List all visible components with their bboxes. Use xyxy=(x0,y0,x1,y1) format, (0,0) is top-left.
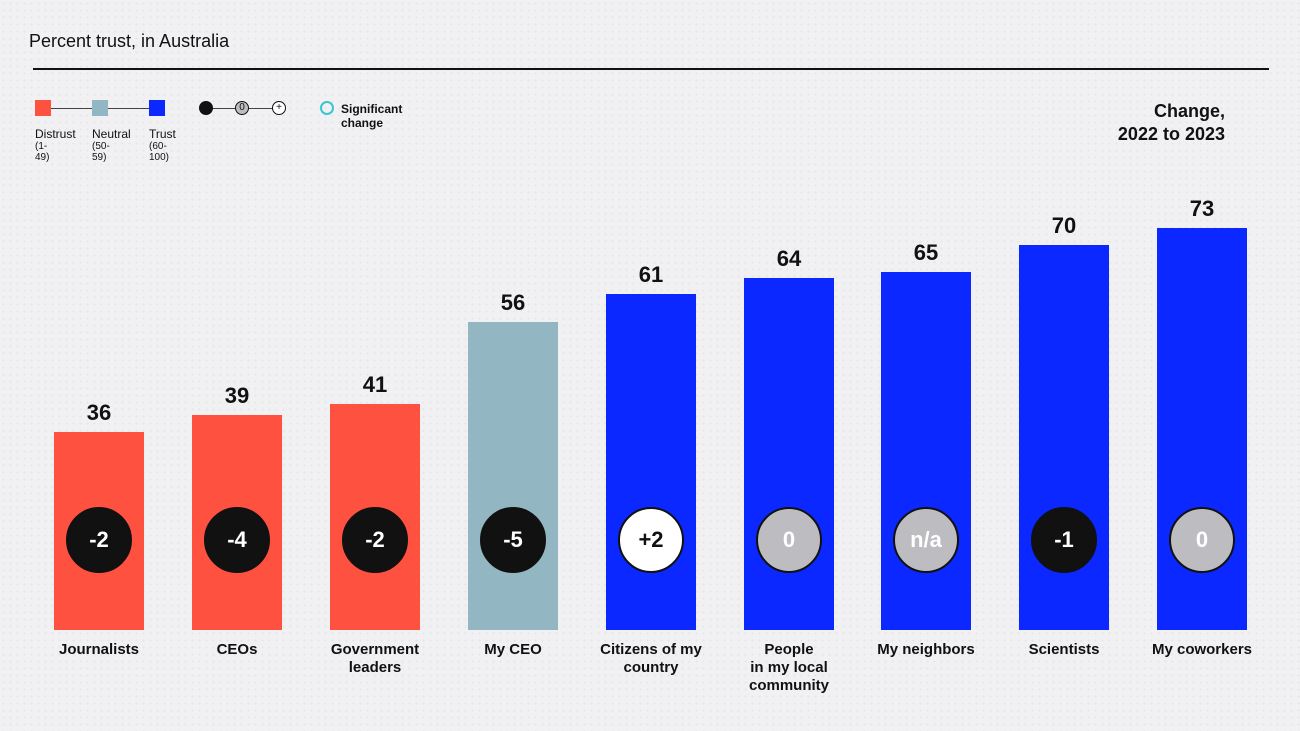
bar-people-in-my-local-community xyxy=(744,278,834,630)
category-label: My neighbors xyxy=(877,641,975,658)
bar-value-label: 73 xyxy=(1189,196,1215,221)
bar-value-label: 65 xyxy=(913,240,939,265)
legend-neutral-label: Neutral xyxy=(92,127,131,141)
bar-value-label: 64 xyxy=(776,246,802,271)
legend-distrust-swatch xyxy=(35,100,51,116)
change-badge: 0 xyxy=(1169,507,1235,573)
change-badge: -5 xyxy=(480,507,546,573)
category-label: My coworkers xyxy=(1151,641,1253,658)
legend-trust-range: (60-100) xyxy=(149,141,170,163)
bar-value-label: 36 xyxy=(86,400,112,425)
change-badge: -2 xyxy=(66,507,132,573)
legend-distrust-range: (1-49) xyxy=(35,141,50,163)
legend-trust-label: Trust xyxy=(149,127,176,141)
bar-value-label: 41 xyxy=(362,372,388,397)
legend-zero-dot: 0 xyxy=(235,101,249,115)
legend-connector xyxy=(108,108,149,109)
change-badge: -1 xyxy=(1031,507,1097,573)
significant-change-ring-icon xyxy=(320,101,334,115)
bar-my-ceo xyxy=(468,322,558,630)
legend-trust-swatch xyxy=(149,100,165,116)
change-header: Change, 2022 to 2023 xyxy=(1118,100,1225,146)
bar-value-label: 70 xyxy=(1051,213,1077,238)
category-label: My CEO xyxy=(484,641,542,658)
change-header-line1: Change, xyxy=(1153,101,1225,121)
change-badge: +2 xyxy=(618,507,684,573)
category-label: Journalists xyxy=(58,641,140,658)
bar-citizens-of-my-country xyxy=(606,294,696,630)
legend-negative-dot xyxy=(199,101,213,115)
title-divider xyxy=(33,68,1269,70)
category-label: Citizens of my country xyxy=(600,641,702,676)
bar-value-label: 39 xyxy=(224,383,250,408)
category-label: Scientists xyxy=(1028,641,1100,658)
category-label: CEOs xyxy=(216,641,258,658)
bar-value-label: 61 xyxy=(638,262,664,287)
legend-neutral-range: (50-59) xyxy=(92,141,110,163)
legend-connector xyxy=(51,108,92,109)
change-badge: n/a xyxy=(893,507,959,573)
category-label: Government leaders xyxy=(330,641,420,676)
change-badge: 0 xyxy=(756,507,822,573)
bar-value-label: 56 xyxy=(500,290,526,315)
change-badge: -2 xyxy=(342,507,408,573)
change-header-line2: 2022 to 2023 xyxy=(1117,124,1225,144)
legend-positive-dot: + xyxy=(272,101,286,115)
significant-change-label: Significant change xyxy=(341,102,403,130)
bar-my-neighbors xyxy=(881,272,971,630)
chart-title: Percent trust, in Australia xyxy=(29,31,230,51)
change-badge: -4 xyxy=(204,507,270,573)
legend-neutral-swatch xyxy=(92,100,108,116)
legend-distrust-label: Distrust xyxy=(35,127,76,141)
category-label: People in my local community xyxy=(748,641,829,694)
